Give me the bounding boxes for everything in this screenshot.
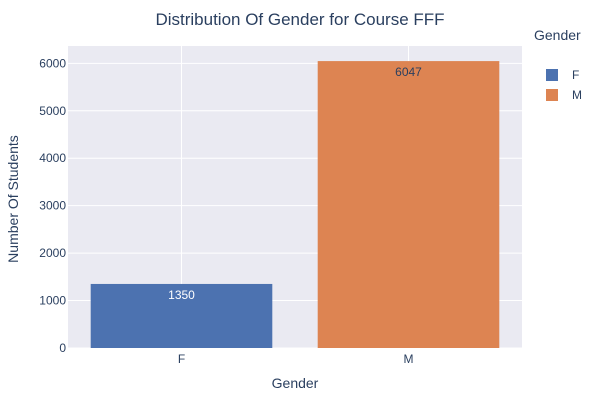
data-labels: 1350 6047 bbox=[168, 65, 422, 302]
y-tick-label: 2000 bbox=[39, 246, 66, 260]
y-axis-ticks: 0 1000 2000 3000 4000 5000 6000 bbox=[39, 56, 66, 355]
data-label-M: 6047 bbox=[395, 65, 422, 79]
y-tick-label: 4000 bbox=[39, 151, 66, 165]
x-tick-label: F bbox=[178, 352, 185, 366]
y-tick-label: 3000 bbox=[39, 199, 66, 213]
x-tick-label: M bbox=[404, 352, 414, 366]
y-axis-title: Number Of Students bbox=[5, 135, 21, 263]
legend: Gender FM bbox=[534, 27, 582, 102]
chart-title: Distribution Of Gender for Course FFF bbox=[155, 10, 444, 29]
data-label-F: 1350 bbox=[168, 288, 195, 302]
x-axis-title: Gender bbox=[272, 375, 319, 391]
bar-M bbox=[317, 61, 500, 349]
legend-label-M[interactable]: M bbox=[572, 88, 582, 102]
legend-label-F[interactable]: F bbox=[572, 68, 579, 82]
legend-title: Gender bbox=[534, 27, 581, 43]
legend-items: FM bbox=[546, 68, 582, 102]
legend-swatch-F[interactable] bbox=[546, 69, 558, 81]
bars bbox=[90, 61, 500, 349]
y-tick-label: 0 bbox=[59, 341, 66, 355]
y-tick-label: 1000 bbox=[39, 294, 66, 308]
y-tick-label: 5000 bbox=[39, 104, 66, 118]
legend-swatch-M[interactable] bbox=[546, 89, 558, 101]
y-tick-label: 6000 bbox=[39, 56, 66, 70]
bar-F bbox=[90, 283, 273, 348]
